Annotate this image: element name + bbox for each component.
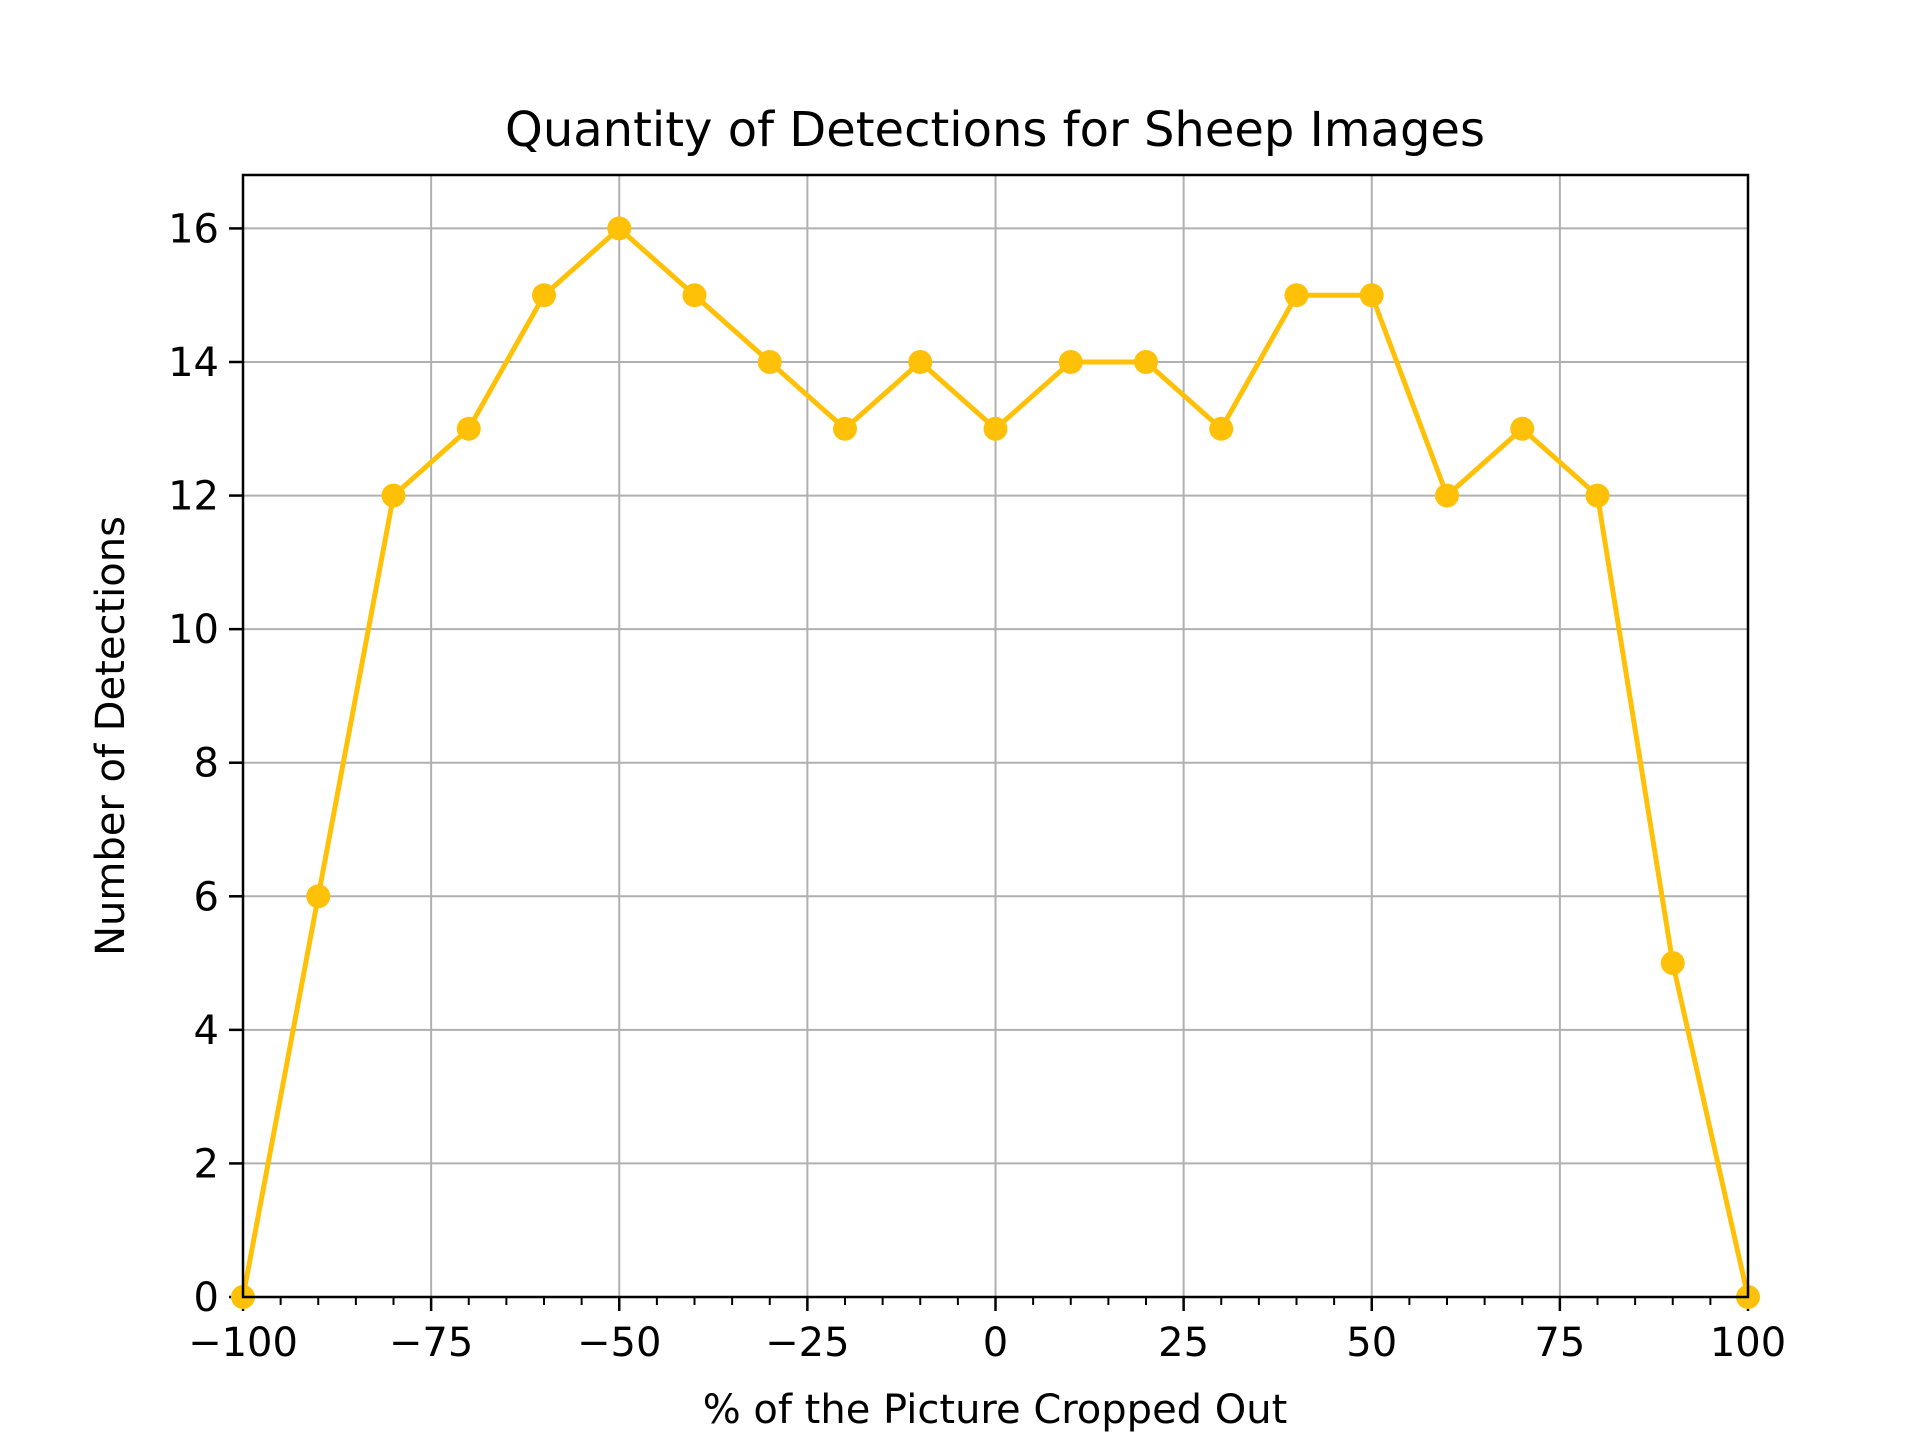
- x-axis-label: % of the Picture Cropped Out: [703, 1387, 1288, 1433]
- x-tick-label: −75: [389, 1320, 473, 1366]
- data-point: [1284, 283, 1309, 308]
- x-tick-label: 0: [983, 1320, 1008, 1366]
- x-tick-label: −100: [188, 1320, 298, 1366]
- x-tick-label: 50: [1346, 1320, 1397, 1366]
- data-point: [757, 350, 782, 374]
- data-point: [532, 283, 556, 308]
- y-tick-label: 0: [194, 1275, 219, 1321]
- y-tick-label: 6: [194, 874, 219, 920]
- data-point: [1209, 416, 1234, 441]
- data-point: [1058, 350, 1083, 374]
- data-point: [833, 416, 857, 441]
- data-point: [306, 884, 331, 909]
- y-tick-label: 16: [168, 206, 219, 252]
- data-point: [1585, 483, 1610, 508]
- y-tick-label: 2: [194, 1141, 219, 1187]
- y-axis-label: Number of Detections: [88, 516, 134, 956]
- y-tick-label: 12: [168, 474, 219, 520]
- x-tick-label: 25: [1158, 1320, 1209, 1366]
- plot-frame: [241, 173, 1750, 1299]
- data-point: [1134, 350, 1158, 374]
- data-point: [456, 416, 481, 441]
- y-tick-label: 4: [194, 1008, 219, 1054]
- chart-title: Quantity of Detections for Sheep Images: [505, 102, 1485, 158]
- data-point: [1510, 416, 1535, 441]
- data-point: [1359, 283, 1384, 308]
- data-point: [1435, 483, 1459, 508]
- data-point: [983, 416, 1008, 441]
- x-tick-label: 100: [1710, 1320, 1786, 1366]
- y-tick-label: 14: [168, 340, 219, 386]
- x-tick-label: −25: [765, 1320, 849, 1366]
- series: [231, 216, 1760, 1309]
- data-point: [908, 350, 933, 374]
- data-point: [682, 283, 707, 308]
- y-tick-label: 10: [168, 607, 219, 653]
- data-point: [607, 216, 632, 241]
- axis-ticks: −100 −75 −50 −25 0 25 50 75 100 0 2 4 6 8 10 12 14 16: [168, 206, 1786, 1366]
- x-tick-label: 75: [1534, 1320, 1585, 1366]
- y-tick-label: 8: [194, 741, 219, 787]
- x-tick-label: −50: [577, 1320, 661, 1366]
- data-point: [1660, 951, 1685, 976]
- data-point: [381, 483, 406, 508]
